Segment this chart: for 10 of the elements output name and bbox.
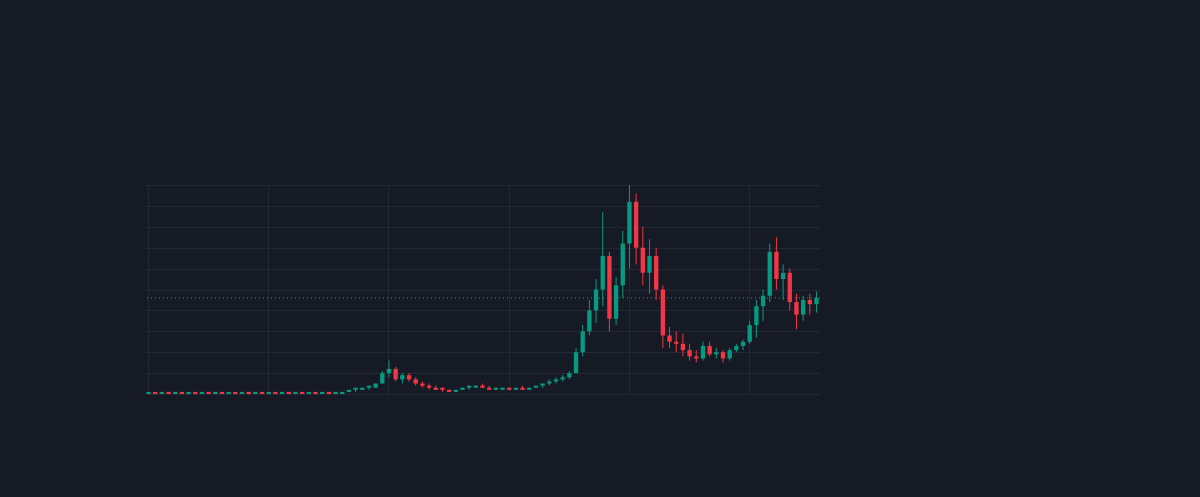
candlestick: [580, 324, 585, 357]
candlestick: [754, 299, 759, 339]
candlestick: [794, 293, 799, 330]
candlestick: [667, 326, 672, 349]
candlestick: [747, 320, 752, 345]
candlestick: [573, 347, 579, 374]
candlestick: [800, 295, 806, 322]
candlestick: [814, 291, 819, 313]
candlestick: [587, 299, 592, 336]
candlestick: [647, 238, 652, 295]
